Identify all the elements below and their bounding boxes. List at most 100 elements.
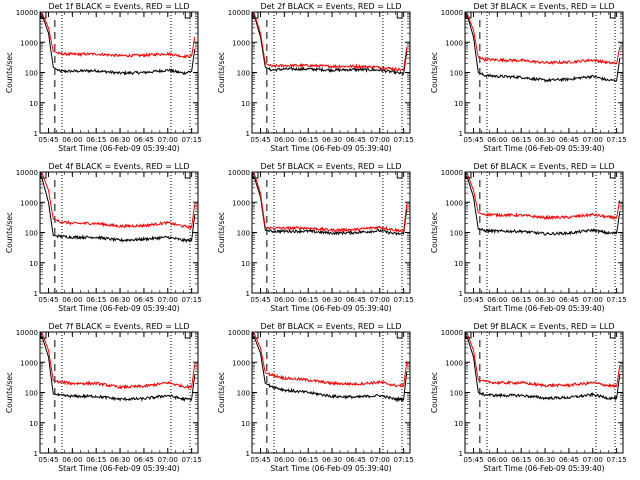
- x-tick-label: 07:15: [182, 296, 202, 304]
- y-tick-label: 1000: [445, 199, 463, 207]
- x-tick-label: 07:00: [158, 296, 178, 304]
- x-tick-label: 07:15: [182, 456, 202, 464]
- y-tick-label: 1000: [445, 39, 463, 47]
- y-tick-label: 100: [25, 70, 38, 78]
- interval-bracket: [396, 172, 403, 179]
- x-tick-label: 06:30: [535, 136, 555, 144]
- x-tick-label: 06:00: [487, 456, 507, 464]
- y-axis-label: Counts/sec: [217, 372, 226, 413]
- x-tick-label: 07:00: [583, 456, 603, 464]
- x-tick-label: 05:45: [250, 296, 270, 304]
- panel-det-5: Det 5f BLACK = Events, RED = LLD 1 10 100 10…: [217, 162, 414, 313]
- interval-bracket: [396, 12, 403, 19]
- y-axis-label: Counts/sec: [430, 52, 439, 93]
- x-tick-label: 05:45: [38, 136, 58, 144]
- x-tick-label: 06:45: [559, 136, 579, 144]
- x-tick-label: 07:00: [583, 296, 603, 304]
- y-tick-label: 1: [246, 450, 250, 458]
- y-tick-label: 1000: [232, 39, 250, 47]
- series-line-events: [41, 178, 196, 244]
- series-line-events: [253, 176, 408, 236]
- x-tick-label: 06:30: [322, 136, 342, 144]
- panel-title: Det 4f BLACK = Events, RED = LLD: [48, 162, 189, 171]
- series-line-lld: [41, 173, 196, 230]
- panel-title: Det 7f BLACK = Events, RED = LLD: [48, 322, 189, 331]
- series-line-lld: [253, 13, 408, 72]
- y-tick-label: 100: [450, 70, 463, 78]
- panel-title: Det 6f BLACK = Events, RED = LLD: [473, 162, 614, 171]
- x-tick-label: 06:15: [298, 296, 318, 304]
- x-tick-label: 06:30: [535, 456, 555, 464]
- x-tick-label: 05:45: [38, 296, 58, 304]
- plot-frame: [251, 171, 411, 294]
- x-axis-label: Start Time (06-Feb-09 05:39:40): [58, 464, 179, 473]
- x-tick-label: 06:45: [346, 136, 366, 144]
- y-tick-label: 1000: [20, 359, 38, 367]
- y-tick-label: 10000: [441, 9, 463, 17]
- panel-title: Det 5f BLACK = Events, RED = LLD: [260, 162, 401, 171]
- y-tick-label: 1: [459, 450, 463, 458]
- series-line-events: [41, 14, 196, 76]
- x-tick-label: 05:45: [250, 456, 270, 464]
- x-tick-label: 06:15: [298, 456, 318, 464]
- series-line-events: [41, 336, 196, 403]
- x-axis-label: Start Time (06-Feb-09 05:39:40): [483, 464, 604, 473]
- x-tick-label: 06:45: [134, 296, 154, 304]
- x-tick-label: 06:00: [274, 296, 294, 304]
- panel-title: Det 2f BLACK = Events, RED = LLD: [260, 2, 401, 11]
- x-tick-label: 06:00: [62, 296, 82, 304]
- y-tick-label: 100: [237, 70, 250, 78]
- x-tick-label: 06:30: [110, 136, 130, 144]
- panel-title: Det 1f BLACK = Events, RED = LLD: [48, 2, 189, 11]
- y-tick-label: 1: [246, 130, 250, 138]
- y-tick-label: 1000: [232, 359, 250, 367]
- interval-bracket: [184, 172, 191, 179]
- x-tick-label: 06:00: [62, 456, 82, 464]
- y-tick-label: 10: [29, 420, 38, 428]
- x-tick-label: 07:00: [370, 136, 390, 144]
- y-tick-label: 100: [237, 230, 250, 238]
- x-tick-label: 07:00: [158, 456, 178, 464]
- plot-frame: [464, 331, 624, 454]
- plot-frame: [464, 11, 624, 134]
- x-tick-label: 05:45: [463, 136, 483, 144]
- x-axis-label: Start Time (06-Feb-09 05:39:40): [483, 304, 604, 313]
- plot-frame: [251, 331, 411, 454]
- x-axis-label: Start Time (06-Feb-09 05:39:40): [58, 144, 179, 153]
- x-axis-label: Start Time (06-Feb-09 05:39:40): [270, 304, 391, 313]
- x-axis-label: Start Time (06-Feb-09 05:39:40): [270, 464, 391, 473]
- y-tick-label: 10: [29, 100, 38, 108]
- interval-bracket: [184, 332, 191, 339]
- panel-det-8: Det 8f BLACK = Events, RED = LLD 1 10 100 10…: [217, 322, 414, 473]
- x-axis-label: Start Time (06-Feb-09 05:39:40): [58, 304, 179, 313]
- x-tick-label: 06:30: [535, 296, 555, 304]
- x-tick-label: 06:15: [511, 136, 531, 144]
- x-tick-label: 06:45: [559, 456, 579, 464]
- y-tick-label: 10000: [441, 329, 463, 337]
- y-tick-label: 10: [454, 100, 463, 108]
- x-tick-label: 06:30: [110, 456, 130, 464]
- interval-bracket: [184, 12, 191, 19]
- x-tick-label: 07:00: [370, 296, 390, 304]
- x-tick-label: 06:30: [322, 296, 342, 304]
- y-tick-label: 1: [459, 130, 463, 138]
- y-axis-label: Counts/sec: [217, 212, 226, 253]
- x-tick-label: 06:15: [511, 296, 531, 304]
- panel-det-9: Det 9f BLACK = Events, RED = LLD 1 10 100 10…: [430, 322, 627, 473]
- x-tick-label: 07:15: [607, 296, 627, 304]
- x-tick-label: 06:15: [86, 456, 106, 464]
- panel-det-1: Det 1f BLACK = Events, RED = LLD 1 10 100 10…: [5, 2, 202, 153]
- x-tick-label: 07:15: [394, 296, 414, 304]
- x-tick-label: 06:15: [86, 296, 106, 304]
- panel-det-2: Det 2f BLACK = Events, RED = LLD 1 10 100 10…: [217, 2, 414, 153]
- panel-title: Det 9f BLACK = Events, RED = LLD: [473, 322, 614, 331]
- y-tick-label: 10: [241, 260, 250, 268]
- x-tick-label: 06:00: [487, 296, 507, 304]
- x-tick-label: 06:15: [511, 456, 531, 464]
- y-tick-label: 10: [241, 100, 250, 108]
- y-tick-label: 10000: [228, 329, 250, 337]
- y-tick-label: 1: [459, 290, 463, 298]
- y-tick-label: 100: [25, 390, 38, 398]
- x-tick-label: 07:15: [182, 136, 202, 144]
- y-axis-label: Counts/sec: [217, 52, 226, 93]
